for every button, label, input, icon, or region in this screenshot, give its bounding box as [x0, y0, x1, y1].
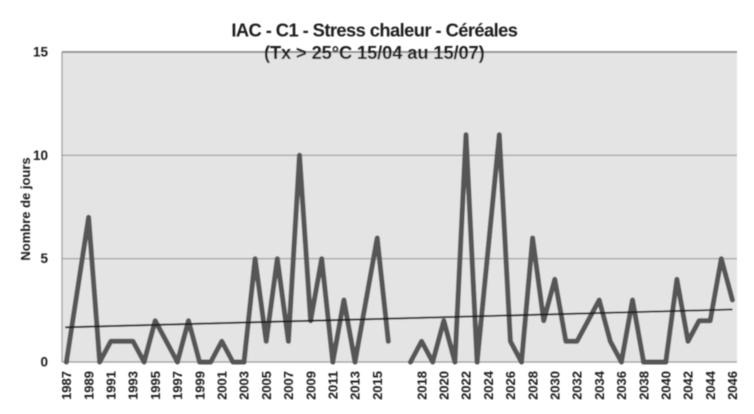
svg-text:5: 5 — [40, 251, 48, 266]
svg-text:(Tx > 25°C 15/04 au 15/07): (Tx > 25°C 15/04 au 15/07) — [264, 42, 485, 63]
svg-text:2040: 2040 — [659, 371, 674, 400]
svg-text:2020: 2020 — [437, 371, 452, 400]
svg-text:2007: 2007 — [281, 371, 296, 400]
svg-text:2001: 2001 — [215, 371, 230, 400]
svg-text:2018: 2018 — [414, 371, 429, 400]
svg-text:2013: 2013 — [348, 371, 363, 400]
svg-text:1987: 1987 — [59, 371, 74, 400]
svg-text:2009: 2009 — [303, 371, 318, 400]
svg-text:2011: 2011 — [326, 371, 341, 399]
svg-text:0: 0 — [40, 355, 48, 370]
svg-text:2003: 2003 — [237, 371, 252, 400]
svg-text:2034: 2034 — [592, 370, 607, 400]
svg-text:1997: 1997 — [170, 371, 185, 400]
svg-text:2026: 2026 — [503, 371, 518, 400]
svg-text:2005: 2005 — [259, 371, 274, 400]
svg-text:1993: 1993 — [126, 371, 141, 400]
svg-text:10: 10 — [33, 148, 48, 163]
svg-text:2046: 2046 — [725, 371, 740, 400]
svg-text:2044: 2044 — [703, 370, 718, 400]
svg-text:2036: 2036 — [614, 371, 629, 400]
svg-text:2028: 2028 — [525, 371, 540, 400]
svg-text:1991: 1991 — [104, 371, 119, 400]
svg-text:2030: 2030 — [548, 371, 563, 400]
svg-text:2038: 2038 — [636, 371, 651, 400]
svg-text:2022: 2022 — [459, 371, 474, 400]
svg-text:IAC - C1 - Stress chaleur - Cé: IAC - C1 - Stress chaleur - Céréales — [231, 20, 517, 41]
svg-text:1995: 1995 — [148, 371, 163, 400]
svg-text:2015: 2015 — [370, 371, 385, 400]
svg-text:2032: 2032 — [570, 371, 585, 400]
svg-text:1999: 1999 — [192, 371, 207, 400]
svg-text:2042: 2042 — [681, 371, 696, 400]
svg-text:Nombre de jours: Nombre de jours — [18, 157, 33, 260]
svg-text:1989: 1989 — [81, 371, 96, 400]
svg-text:2024: 2024 — [481, 370, 496, 400]
svg-text:15: 15 — [33, 45, 49, 60]
